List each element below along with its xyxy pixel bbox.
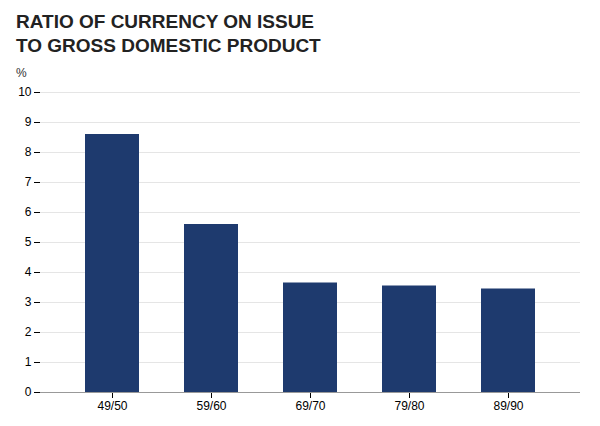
svg-text:59/60: 59/60 — [196, 399, 226, 413]
svg-text:49/50: 49/50 — [97, 399, 127, 413]
svg-text:69/70: 69/70 — [295, 399, 325, 413]
html-text:TO GROSS DOMESTIC PRODUCT: TO GROSS DOMESTIC PRODUCT — [16, 35, 321, 56]
svg-text:2: 2 — [25, 325, 32, 339]
svg-text:5: 5 — [25, 235, 32, 249]
svg-text:89/90: 89/90 — [493, 399, 523, 413]
svg-text:3: 3 — [25, 295, 32, 309]
html-text:RATIO OF CURRENCY ON ISSUE: RATIO OF CURRENCY ON ISSUE — [16, 11, 314, 32]
svg-text:8: 8 — [25, 145, 32, 159]
svg-text:4: 4 — [25, 265, 32, 279]
svg-text:10: 10 — [18, 85, 32, 99]
svg-text:7: 7 — [25, 175, 32, 189]
svg-text:9: 9 — [25, 115, 32, 129]
svg-text:79/80: 79/80 — [394, 399, 424, 413]
svg-text:0: 0 — [25, 385, 32, 399]
svg-text:1: 1 — [25, 355, 32, 369]
svg-text:6: 6 — [25, 205, 32, 219]
